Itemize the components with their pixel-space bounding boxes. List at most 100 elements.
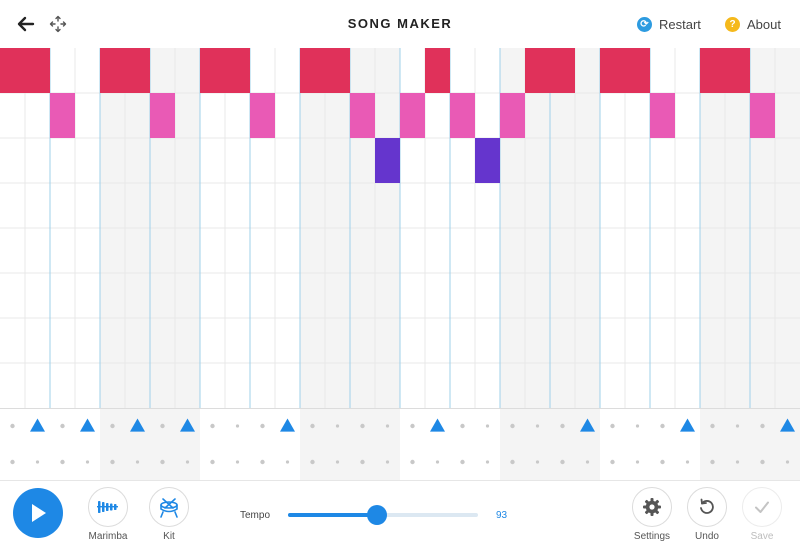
melody-note[interactable] bbox=[650, 93, 675, 138]
kit-button[interactable] bbox=[149, 487, 189, 527]
rhythm-dot[interactable] bbox=[485, 460, 490, 464]
rhythm-dot[interactable] bbox=[410, 459, 415, 465]
rhythm-dot[interactable] bbox=[685, 460, 690, 464]
move-arrows-icon[interactable] bbox=[46, 12, 70, 36]
rhythm-dot[interactable] bbox=[60, 459, 65, 465]
rhythm-triangle[interactable] bbox=[80, 418, 95, 432]
settings-button[interactable] bbox=[632, 487, 672, 527]
rhythm-dot[interactable] bbox=[485, 424, 490, 428]
melody-note[interactable] bbox=[0, 48, 25, 93]
rhythm-dot[interactable] bbox=[735, 460, 740, 464]
rhythm-grid[interactable] bbox=[0, 408, 800, 480]
rhythm-dot[interactable] bbox=[360, 423, 365, 429]
rhythm-dot[interactable] bbox=[310, 459, 315, 465]
undo-button[interactable] bbox=[687, 487, 727, 527]
rhythm-triangle[interactable] bbox=[580, 418, 595, 432]
rhythm-dot[interactable] bbox=[210, 423, 215, 429]
melody-note[interactable] bbox=[625, 48, 650, 93]
rhythm-dot[interactable] bbox=[285, 460, 290, 464]
melody-note[interactable] bbox=[350, 93, 375, 138]
restart-button[interactable]: ⟳ Restart bbox=[637, 14, 701, 34]
rhythm-dot[interactable] bbox=[735, 424, 740, 428]
rhythm-dot[interactable] bbox=[435, 460, 440, 464]
rhythm-triangle[interactable] bbox=[430, 418, 445, 432]
melody-note[interactable] bbox=[150, 93, 175, 138]
rhythm-triangle[interactable] bbox=[130, 418, 145, 432]
rhythm-dot[interactable] bbox=[535, 424, 540, 428]
tempo-slider-thumb[interactable] bbox=[367, 505, 388, 525]
rhythm-triangle[interactable] bbox=[680, 418, 695, 432]
rhythm-dot[interactable] bbox=[260, 459, 265, 465]
rhythm-dot[interactable] bbox=[310, 423, 315, 429]
rhythm-dot[interactable] bbox=[160, 423, 165, 429]
rhythm-dot[interactable] bbox=[510, 459, 515, 465]
rhythm-dot[interactable] bbox=[335, 460, 340, 464]
rhythm-triangle[interactable] bbox=[30, 418, 45, 432]
rhythm-dot[interactable] bbox=[185, 460, 190, 464]
melody-note[interactable] bbox=[450, 93, 475, 138]
melody-note[interactable] bbox=[25, 48, 50, 93]
save-button[interactable] bbox=[742, 487, 782, 527]
rhythm-dot[interactable] bbox=[210, 459, 215, 465]
melody-note[interactable] bbox=[700, 48, 725, 93]
melody-note[interactable] bbox=[550, 48, 575, 93]
rhythm-dot[interactable] bbox=[460, 459, 465, 465]
melody-note[interactable] bbox=[50, 93, 75, 138]
rhythm-dot[interactable] bbox=[635, 460, 640, 464]
melody-note[interactable] bbox=[225, 48, 250, 93]
melody-note[interactable] bbox=[375, 138, 400, 183]
rhythm-dot[interactable] bbox=[85, 460, 90, 464]
rhythm-dot[interactable] bbox=[560, 459, 565, 465]
rhythm-dot[interactable] bbox=[760, 459, 765, 465]
rhythm-dot[interactable] bbox=[710, 459, 715, 465]
melody-note[interactable] bbox=[750, 93, 775, 138]
rhythm-dot[interactable] bbox=[510, 423, 515, 429]
rhythm-dot[interactable] bbox=[35, 460, 40, 464]
melody-note[interactable] bbox=[100, 48, 125, 93]
rhythm-dot[interactable] bbox=[10, 423, 15, 429]
melody-note[interactable] bbox=[500, 93, 525, 138]
back-arrow-icon[interactable] bbox=[14, 12, 38, 36]
melody-note[interactable] bbox=[525, 48, 550, 93]
tempo-slider[interactable] bbox=[288, 505, 478, 525]
rhythm-dot[interactable] bbox=[660, 423, 665, 429]
rhythm-dot[interactable] bbox=[235, 460, 240, 464]
rhythm-dot[interactable] bbox=[585, 460, 590, 464]
melody-note[interactable] bbox=[250, 93, 275, 138]
rhythm-dot[interactable] bbox=[785, 460, 790, 464]
rhythm-dot[interactable] bbox=[135, 460, 140, 464]
rhythm-dot[interactable] bbox=[160, 459, 165, 465]
rhythm-dot[interactable] bbox=[635, 424, 640, 428]
rhythm-triangle[interactable] bbox=[780, 418, 795, 432]
rhythm-dot[interactable] bbox=[335, 424, 340, 428]
rhythm-dot[interactable] bbox=[385, 460, 390, 464]
melody-note[interactable] bbox=[125, 48, 150, 93]
melody-note[interactable] bbox=[325, 48, 350, 93]
rhythm-dot[interactable] bbox=[360, 459, 365, 465]
rhythm-triangle[interactable] bbox=[280, 418, 295, 432]
rhythm-dot[interactable] bbox=[110, 423, 115, 429]
melody-note[interactable] bbox=[200, 48, 225, 93]
rhythm-dot[interactable] bbox=[10, 459, 15, 465]
about-button[interactable]: ? About bbox=[725, 14, 781, 34]
rhythm-dot[interactable] bbox=[460, 423, 465, 429]
melody-note[interactable] bbox=[475, 138, 500, 183]
rhythm-triangle[interactable] bbox=[180, 418, 195, 432]
melody-note[interactable] bbox=[725, 48, 750, 93]
rhythm-dot[interactable] bbox=[410, 423, 415, 429]
rhythm-dot[interactable] bbox=[710, 423, 715, 429]
rhythm-dot[interactable] bbox=[760, 423, 765, 429]
rhythm-dot[interactable] bbox=[535, 460, 540, 464]
rhythm-dot[interactable] bbox=[660, 459, 665, 465]
instrument-button[interactable] bbox=[88, 487, 128, 527]
melody-note[interactable] bbox=[400, 93, 425, 138]
rhythm-dot[interactable] bbox=[560, 423, 565, 429]
melody-note[interactable] bbox=[425, 48, 450, 93]
melody-note[interactable] bbox=[600, 48, 625, 93]
melody-grid[interactable] bbox=[0, 48, 800, 408]
rhythm-dot[interactable] bbox=[385, 424, 390, 428]
rhythm-dot[interactable] bbox=[610, 459, 615, 465]
play-button[interactable] bbox=[13, 488, 63, 538]
rhythm-dot[interactable] bbox=[610, 423, 615, 429]
melody-note[interactable] bbox=[300, 48, 325, 93]
